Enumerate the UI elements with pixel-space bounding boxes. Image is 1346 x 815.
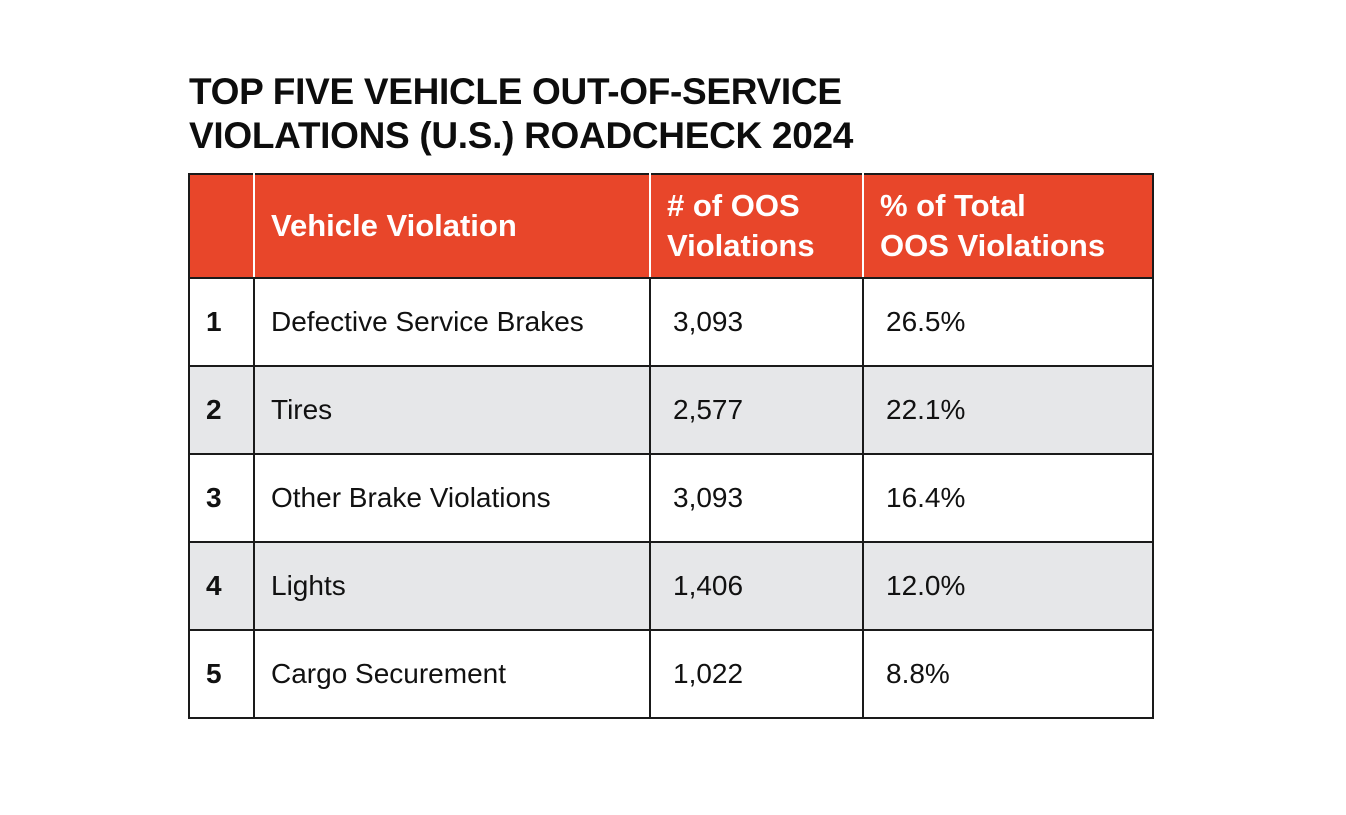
table-row: 4 Lights 1,406 12.0% [188,541,1154,631]
row-oos-count: 1,406 [649,541,864,631]
table-row: 1 Defective Service Brakes 3,093 26.5% [188,277,1154,367]
table-header: Vehicle Violation # of OOS Violations % … [188,173,1154,279]
header-oos-percent: % of Total OOS Violations [862,173,1154,279]
title-line-1: TOP FIVE VEHICLE OUT-OF-SERVICE [189,71,842,112]
row-violation: Tires [253,365,651,455]
row-oos-percent: 8.8% [862,629,1154,719]
row-violation: Lights [253,541,651,631]
row-oos-count: 2,577 [649,365,864,455]
header-pct-line-1: % of Total [880,188,1026,223]
row-oos-count: 3,093 [649,453,864,543]
title-line-2: VIOLATIONS (U.S.) ROADCHECK 2024 [189,115,854,156]
row-oos-percent: 12.0% [862,541,1154,631]
table-title: TOP FIVE VEHICLE OUT-OF-SERVICE VIOLATIO… [189,70,1149,158]
row-rank: 4 [188,541,255,631]
row-oos-percent: 26.5% [862,277,1154,367]
row-oos-count: 3,093 [649,277,864,367]
header-count-line-2: Violations [667,228,815,263]
table-row: 5 Cargo Securement 1,022 8.8% [188,629,1154,719]
oos-violations-table: Vehicle Violation # of OOS Violations % … [188,173,1154,719]
header-oos-count: # of OOS Violations [649,173,864,279]
header-pct-line-2: OOS Violations [880,228,1106,263]
row-oos-percent: 22.1% [862,365,1154,455]
header-rank [188,173,255,279]
header-count-line-1: # of OOS [667,188,800,223]
table-body: 1 Defective Service Brakes 3,093 26.5% 2… [188,277,1154,719]
header-vehicle-violation: Vehicle Violation [253,173,651,279]
row-oos-count: 1,022 [649,629,864,719]
row-oos-percent: 16.4% [862,453,1154,543]
row-rank: 2 [188,365,255,455]
row-violation: Defective Service Brakes [253,277,651,367]
row-rank: 5 [188,629,255,719]
row-rank: 3 [188,453,255,543]
header-row: Vehicle Violation # of OOS Violations % … [188,173,1154,279]
row-rank: 1 [188,277,255,367]
row-violation: Cargo Securement [253,629,651,719]
header-violation-label: Vehicle Violation [271,208,517,243]
row-violation: Other Brake Violations [253,453,651,543]
table-row: 3 Other Brake Violations 3,093 16.4% [188,453,1154,543]
table-row: 2 Tires 2,577 22.1% [188,365,1154,455]
